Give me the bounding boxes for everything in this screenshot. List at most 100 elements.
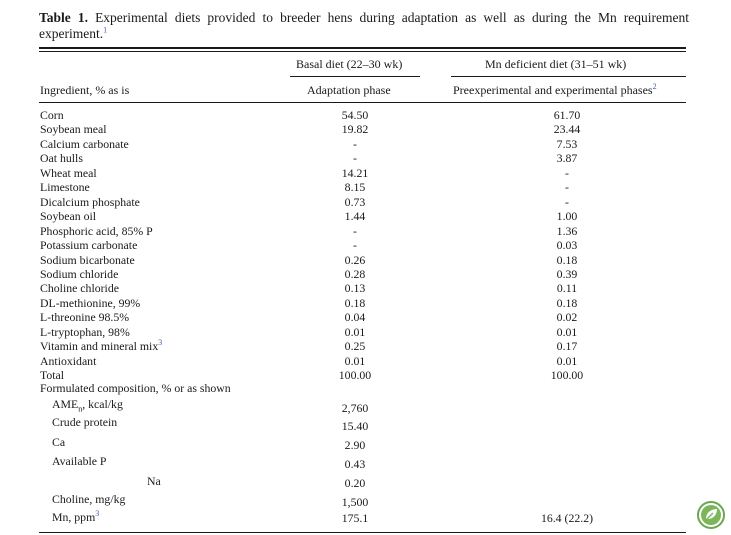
mn-deficient-diet-value: 0.01 [556, 324, 578, 339]
header-mn-underline [451, 76, 686, 77]
leaf-logo-icon[interactable] [697, 501, 725, 529]
header-footnote-marker[interactable]: 2 [652, 82, 657, 91]
basal-diet-value: 2.90 [344, 438, 366, 452]
composition-row: Na 0.20 [0, 474, 731, 490]
basal-diet-value: 1,500 [341, 495, 369, 509]
basal-diet-value: 0.13 [344, 281, 366, 296]
basal-diet-value: 2,760 [341, 401, 369, 415]
ingredient-name: Wheat meal [40, 166, 97, 180]
ingredient-name: L-tryptophan, 98% [40, 325, 130, 339]
ingredient-label: Antioxidant [40, 353, 97, 368]
header-preexperimental-phases: Preexperimental and experimental phases2 [453, 83, 657, 98]
table-row: Antioxidant 0.01 0.01 [0, 354, 731, 368]
basal-diet-value: 0.43 [344, 457, 366, 471]
composition-row: Crude protein 15.40 [0, 415, 731, 433]
ingredient-name: Corn [40, 108, 64, 122]
table-row: Phosphoric acid, 85% P - 1.36 [0, 224, 731, 238]
ingredient-label: Soybean oil [40, 209, 97, 224]
composition-label: Available P [52, 454, 107, 468]
header-ingredient: Ingredient, % as is [40, 83, 130, 97]
ingredient-label: L-tryptophan, 98% [40, 324, 130, 339]
mn-deficient-diet-value: 0.39 [556, 266, 578, 281]
table-row: Choline chloride 0.13 0.11 [0, 281, 731, 295]
basal-diet-value: 100.00 [338, 368, 372, 383]
ingredient-label: Phosphoric acid, 85% P [40, 223, 153, 238]
composition-name: Choline, mg/kg [52, 492, 125, 506]
header-preexperimental-text: Preexperimental and experimental phases [453, 83, 653, 97]
header-basal-underline [290, 76, 420, 77]
basal-diet-value: - [353, 136, 357, 151]
ingredient-name: Dicalcium phosphate [40, 195, 140, 209]
composition-unit: , kcal/kg [82, 397, 123, 411]
table-row: DL-methionine, 99% 0.18 0.18 [0, 296, 731, 310]
footnote-marker[interactable]: 3 [95, 509, 100, 519]
mn-deficient-diet-value: - [565, 180, 569, 195]
composition-name: Ca [52, 435, 65, 449]
ingredient-label: L-threonine 98.5% [40, 310, 130, 325]
composition-label: Mn, ppm [52, 510, 96, 524]
ingredient-name: Vitamin and mineral mix3 [40, 339, 162, 353]
ingredient-name: L-threonine 98.5% [40, 310, 129, 324]
ingredient-label: Potassium carbonate [40, 238, 138, 253]
ingredient-name: DL-methionine, 99% [40, 296, 140, 310]
composition-row: AMEn, kcal/kg 2,760 [0, 397, 731, 415]
ingredient-name: Soybean meal [40, 122, 107, 136]
mn-deficient-diet-value: 16.4 (22.2) [540, 511, 594, 525]
table-caption-text: Experimental diets provided to breeder h… [39, 10, 689, 41]
table-row: Calcium carbonate - 7.53 [0, 137, 731, 151]
basal-diet-value: 14.21 [341, 165, 369, 180]
composition-name: Mn, ppm3 [52, 510, 99, 524]
basal-diet-value: 0.01 [344, 353, 366, 368]
header-mn-deficient-diet: Mn deficient diet (31–51 wk) [485, 57, 627, 71]
table-row: Wheat meal 14.21 - [0, 166, 731, 180]
mn-deficient-diet-value: 61.70 [553, 108, 581, 122]
mn-deficient-diet-value: 1.00 [556, 209, 578, 224]
composition-heading: Formulated composition, % or as shown [40, 381, 231, 395]
ingredient-label: Corn [40, 108, 64, 122]
footnote-marker[interactable]: 3 [158, 338, 163, 348]
top-rule-thick [39, 47, 686, 49]
ingredient-name: Sodium chloride [40, 267, 118, 281]
basal-diet-value: 15.40 [341, 419, 369, 433]
composition-label: Crude protein [52, 415, 118, 429]
table-bottom-rule [39, 532, 686, 533]
mn-deficient-diet-value: 0.03 [556, 238, 578, 253]
mn-deficient-diet-value: 0.01 [556, 353, 578, 368]
basal-diet-value: 0.01 [344, 324, 366, 339]
table-row: L-threonine 98.5% 0.04 0.02 [0, 310, 731, 324]
header-bottom-rule [39, 102, 686, 103]
ingredient-name: Oat hulls [40, 151, 83, 165]
ingredient-label: Vitamin and mineral mix [40, 339, 159, 354]
top-rule-thin [39, 51, 686, 52]
composition-label: Na [147, 474, 161, 488]
header-adaptation-phase: Adaptation phase [307, 83, 391, 97]
composition-subscript: n [78, 404, 83, 414]
ingredient-name: Sodium bicarbonate [40, 253, 135, 267]
basal-diet-value: 0.25 [344, 339, 366, 354]
composition-label: Choline, mg/kg [52, 492, 126, 506]
composition-row: Ca 2.90 [0, 435, 731, 452]
mn-deficient-diet-value: 7.53 [556, 136, 578, 151]
table-row: Dicalcium phosphate 0.73 - [0, 195, 731, 209]
mn-deficient-diet-value: 0.18 [556, 295, 578, 310]
table-row: Sodium bicarbonate 0.26 0.18 [0, 253, 731, 267]
basal-diet-value: 0.04 [344, 310, 366, 325]
mn-deficient-diet-value: 0.18 [556, 252, 578, 267]
caption-footnote-marker[interactable]: 1 [103, 25, 108, 35]
basal-diet-value: 0.18 [344, 295, 366, 310]
basal-diet-value: 0.28 [344, 266, 366, 281]
header-basal-diet: Basal diet (22–30 wk) [296, 57, 403, 71]
mn-deficient-diet-value: 0.17 [556, 339, 578, 354]
mn-deficient-diet-value: 0.11 [556, 281, 578, 296]
basal-diet-value: 0.20 [344, 476, 366, 490]
basal-diet-value: 8.15 [344, 180, 366, 195]
table-row: Total 100.00 100.00 [0, 368, 731, 382]
composition-heading-row: Formulated composition, % or as shown [0, 381, 731, 395]
ingredient-name: Antioxidant [40, 354, 96, 368]
ingredient-name: Limestone [40, 180, 90, 194]
ingredient-name: Choline chloride [40, 281, 119, 295]
ingredient-label: Soybean meal [40, 122, 107, 137]
ingredient-name: Potassium carbonate [40, 238, 137, 252]
ingredient-name: Soybean oil [40, 209, 96, 223]
basal-diet-value: - [353, 238, 357, 253]
